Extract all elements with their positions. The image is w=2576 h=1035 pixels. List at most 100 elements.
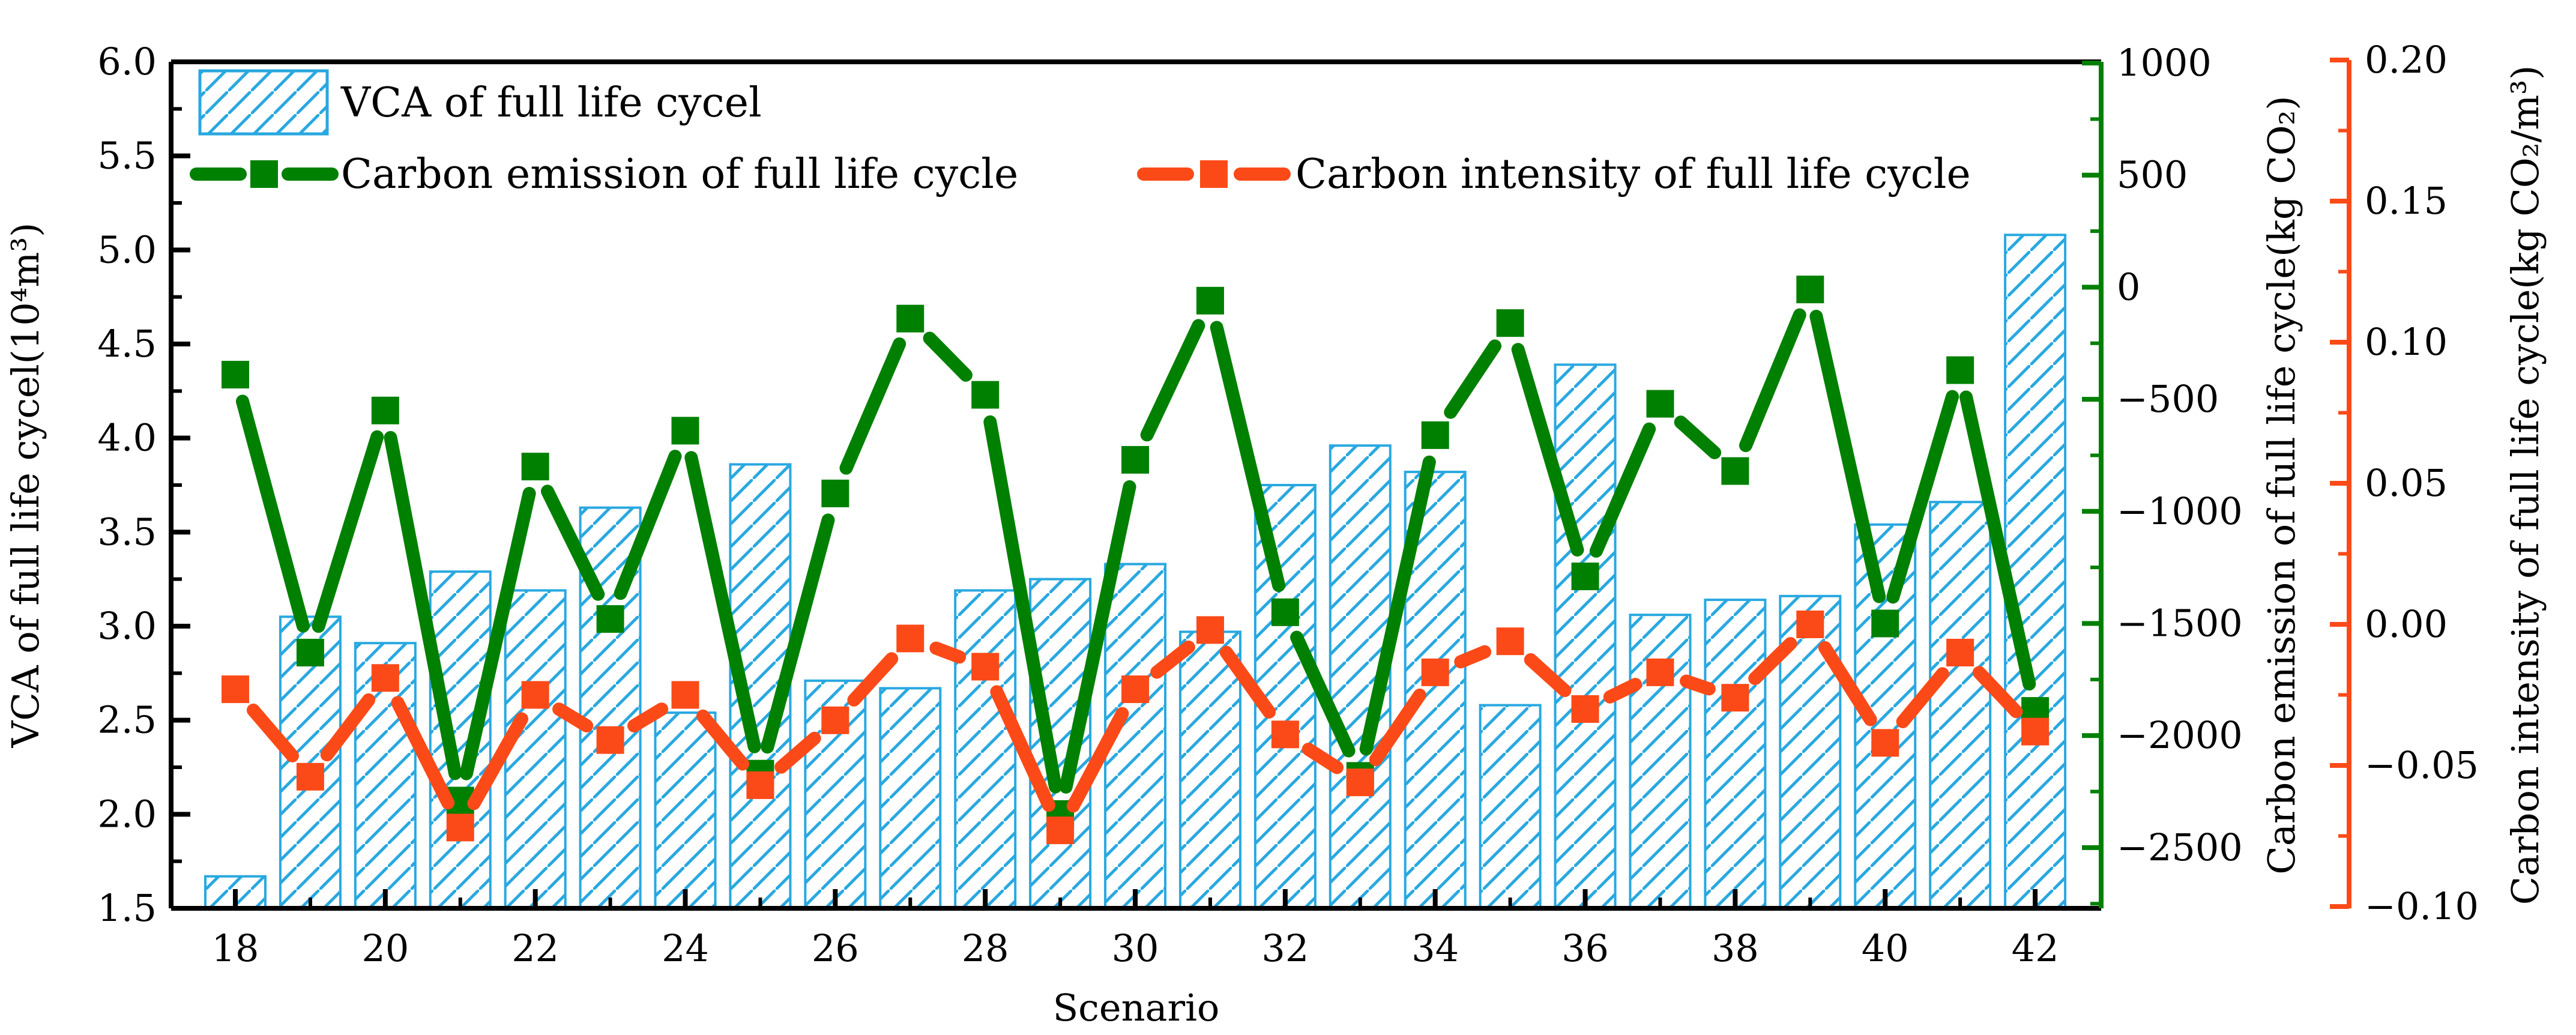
emission-line-segment [1674,415,1722,459]
legend-intensity-label: Carbon intensity of full life cycle [1296,151,1971,198]
intensity-line-segment [1369,688,1426,767]
emission-tick-label: −2500 [2117,825,2243,869]
intensity-tick-label: −0.05 [2365,743,2479,787]
intensity-tick-label: 0.20 [2365,38,2448,82]
bar-scenario-41 [1929,501,1992,910]
emission-line-segment [1140,319,1205,442]
emission-marker-40 [1871,609,1899,638]
emission-line-segment [923,331,973,382]
x-axis-title: Scenario [1053,986,1220,1030]
intensity-tick-label: 0.00 [2365,602,2448,646]
emission-marker-36 [1571,563,1599,591]
emission-marker-39 [1796,276,1824,304]
emission-marker-19 [296,639,324,667]
bar-scenario-24 [654,711,717,910]
emission-line-segment [1511,343,1584,557]
x-tick-label: 42 [2012,926,2059,970]
intensity-line-segment [391,696,455,810]
x-tick-label: 22 [511,926,559,970]
intensity-marker-42 [2021,717,2050,746]
x-tick-label: 26 [812,926,859,970]
x-tick-label: 38 [1712,926,1759,970]
intensity-line-segment [552,702,594,732]
x-tick-label: 18 [212,926,259,970]
emission-line-segment [312,430,384,633]
intensity-axis-title: Carbon intensity of full life cycle(kg C… [2503,65,2547,905]
legend-emission-marker [250,160,278,188]
bar-scenario-42 [2004,234,2067,910]
intensity-line [222,611,2050,845]
emission-line-segment [1210,321,1286,593]
intensity-line-segment [1818,641,1877,726]
intensity-line-segment [1680,674,1716,696]
left-tick-label: 3.0 [97,604,157,648]
emission-marker-26 [821,479,849,507]
left-tick-label: 4.5 [97,322,157,366]
intensity-line-segment [627,702,669,732]
emission-axis: 1000 500 0 −500 −1000 −1500 −2000 −2500 Carbon e… [2082,41,2303,908]
intensity-tick-label: −0.10 [2365,884,2479,928]
bar-scenario-33 [1329,444,1392,910]
x-tick-label: 36 [1561,926,1609,970]
intensity-line-segment [1896,667,1949,729]
left-tick-label: 5.0 [97,228,157,271]
emission-marker-38 [1721,457,1749,485]
intensity-marker-36 [1571,695,1599,723]
emission-tick-label: −2000 [2117,713,2243,757]
intensity-line-segment [929,641,967,664]
intensity-line-segment [1603,678,1642,704]
intensity-marker-19 [296,762,324,791]
emission-tick-label: 500 [2117,153,2188,197]
emission-tick-label: 0 [2117,265,2140,309]
emission-line-segment [1444,339,1502,419]
left-tick-label: 1.5 [97,886,157,930]
intensity-tick-label: 0.15 [2365,179,2448,223]
emission-axis-title: Carbon emission of full life cycle(kg CO… [2260,95,2303,874]
bar-scenario-22 [504,589,567,910]
intensity-marker-33 [1346,768,1374,797]
bar-scenario-35 [1479,704,1542,910]
intensity-marker-29 [1046,816,1075,845]
intensity-marker-30 [1121,675,1150,704]
intensity-marker-26 [821,706,849,734]
emission-tick-label: −500 [2117,377,2219,421]
bar-scenario-36 [1554,363,1617,910]
emission-line-segment [1809,310,1886,603]
intensity-marker-37 [1646,658,1674,686]
intensity-line-segment [1524,653,1572,698]
intensity-marker-41 [1946,639,1974,666]
intensity-marker-23 [596,726,624,754]
emission-line-segment [1359,455,1436,756]
emission-marker-23 [596,605,624,633]
intensity-line-segment [1219,645,1276,719]
intensity-marker-31 [1196,616,1224,644]
intensity-line-segment [1150,640,1195,679]
emission-line-segment [459,487,536,780]
intensity-line-segment [1066,707,1129,813]
x-tick-label: 34 [1411,926,1459,970]
emission-line-segment [614,450,682,600]
emission-marker-32 [1271,598,1299,626]
left-tick-label: 2.5 [97,698,157,742]
intensity-marker-18 [222,675,249,704]
intensity-line-segment [990,685,1055,812]
legend-emission-label: Carbon emission of full life cycle [341,151,1018,198]
emission-marker-34 [1421,421,1449,449]
intensity-axis: 0.20 0.15 0.10 0.05 0.00 −0.05 −0.10 Carbon int… [2330,38,2547,928]
emission-marker-27 [896,304,925,333]
x-tick-label: 32 [1261,926,1309,970]
intensity-marker-28 [971,653,1000,681]
intensity-marker-39 [1796,611,1824,638]
emission-tick-label: −1000 [2117,489,2243,533]
legend-intensity-marker [1200,160,1228,188]
x-tick-label: 20 [361,926,409,970]
left-tick-label: 5.5 [97,134,157,178]
intensity-line-segment [1302,743,1344,774]
intensity-marker-38 [1721,684,1749,712]
emission-marker-24 [671,417,699,445]
emission-line-segment [384,430,462,780]
x-tick-label: 24 [662,926,709,970]
intensity-line-segment [246,704,299,762]
